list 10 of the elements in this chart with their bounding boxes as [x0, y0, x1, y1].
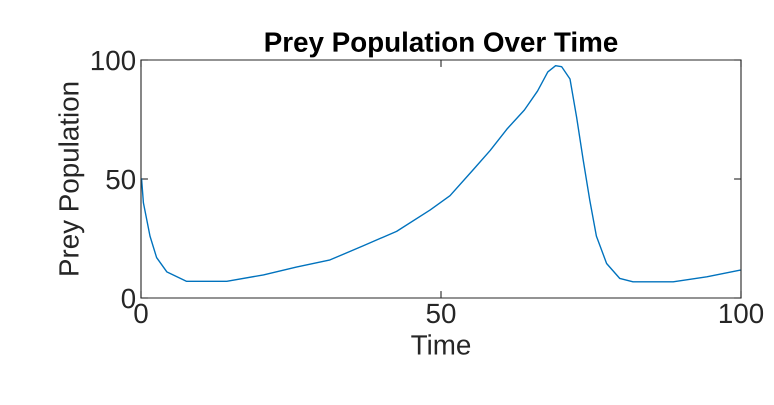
- y-tick-label: 50: [106, 170, 136, 190]
- x-tick-label: 0: [134, 304, 148, 324]
- y-axis-title: Prey Population: [58, 82, 84, 275]
- x-tick-label: 100: [720, 304, 764, 324]
- y-tick-label: 100: [92, 50, 136, 70]
- y-tick-label: 0: [122, 288, 136, 308]
- line-series: [141, 65, 740, 283]
- x-axis-title: Time: [411, 334, 470, 355]
- chart-title: Prey Population Over Time: [266, 32, 618, 58]
- x-tick-label: 50: [426, 304, 456, 324]
